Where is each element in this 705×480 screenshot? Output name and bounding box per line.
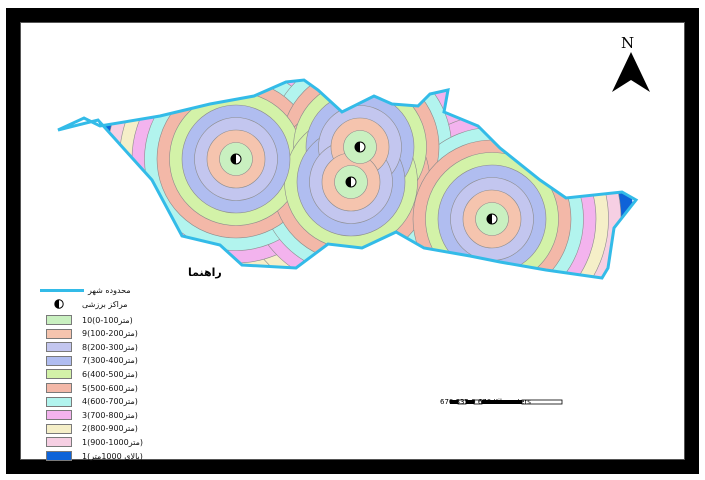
legend-label-class: 1(بالای 1000متر) bbox=[82, 451, 143, 461]
buffer-zones bbox=[94, 80, 634, 278]
city-boundary bbox=[57, 78, 639, 280]
legend-row-class: 2(800-900متر) bbox=[40, 423, 138, 435]
legend-swatch bbox=[46, 315, 72, 325]
legend-label-city-boundary: محدوده شهر bbox=[88, 285, 131, 295]
legend-swatch bbox=[46, 383, 72, 393]
north-arrow bbox=[612, 52, 650, 92]
legend-row-class: 8(200-300متر) bbox=[40, 341, 138, 353]
legend-row-class: 10(0-100متر) bbox=[40, 314, 133, 326]
legend-row-class: 4(600-700متر) bbox=[40, 396, 138, 408]
legend-row-class: 1(بالای 1000متر) bbox=[40, 450, 143, 462]
legend-swatch bbox=[46, 423, 72, 434]
legend-swatch bbox=[46, 355, 72, 366]
legend-swatch bbox=[46, 451, 72, 461]
legend-row-class: 3(700-800متر) bbox=[40, 409, 138, 421]
legend-label-class: 7(300-400متر) bbox=[82, 356, 138, 366]
legend-row-class: 1(900-1000متر) bbox=[40, 436, 143, 448]
legend-row-city-boundary: محدوده شهر bbox=[40, 284, 131, 296]
legend-swatch bbox=[46, 396, 72, 407]
legend-row-class: 9(100-200متر) bbox=[40, 328, 138, 340]
legend-label-class: 8(200-300متر) bbox=[82, 342, 138, 352]
legend-swatch bbox=[46, 342, 72, 353]
legend-label-centers: مراکز برزشی bbox=[82, 299, 128, 309]
legend-swatch bbox=[46, 410, 72, 421]
legend-swatch bbox=[46, 369, 72, 380]
sports-center-icon bbox=[230, 153, 242, 165]
scale-bar-labels: 670 335 0 670 Kilometers bbox=[440, 398, 531, 406]
legend-row-centers: مراکز برزشی bbox=[40, 298, 128, 310]
legend-label-class: 2(800-900متر) bbox=[82, 424, 138, 434]
legend-label-class: 4(600-700متر) bbox=[82, 397, 138, 407]
legend-row-class: 6(400-500متر) bbox=[40, 368, 138, 380]
legend-row-class: 7(300-400متر) bbox=[40, 355, 138, 367]
legend-label-class: 6(400-500متر) bbox=[82, 369, 138, 379]
legend-label-class: 5(500-600متر) bbox=[82, 383, 138, 393]
legend-row-class: 5(500-600متر) bbox=[40, 382, 138, 394]
scale-bar bbox=[450, 399, 563, 405]
legend-label-class: 10(0-100متر) bbox=[82, 315, 133, 325]
sports-center-icon bbox=[345, 176, 357, 188]
legend-title: راهنما bbox=[188, 266, 222, 279]
sports-center-icon bbox=[354, 141, 366, 153]
legend-swatch bbox=[46, 437, 72, 448]
sports-centers bbox=[230, 141, 498, 225]
sports-center-icon bbox=[486, 213, 498, 225]
legend-swatch bbox=[46, 328, 72, 339]
city-boundary-line-icon bbox=[40, 288, 84, 292]
sports-center-icon bbox=[46, 299, 72, 309]
north-label: N bbox=[621, 34, 635, 52]
legend-label-class: 9(100-200متر) bbox=[82, 329, 138, 339]
legend-label-class: 3(700-800متر) bbox=[82, 410, 138, 420]
legend-label-class: 1(900-1000متر) bbox=[82, 437, 143, 447]
north-arrow-icon bbox=[612, 52, 650, 92]
